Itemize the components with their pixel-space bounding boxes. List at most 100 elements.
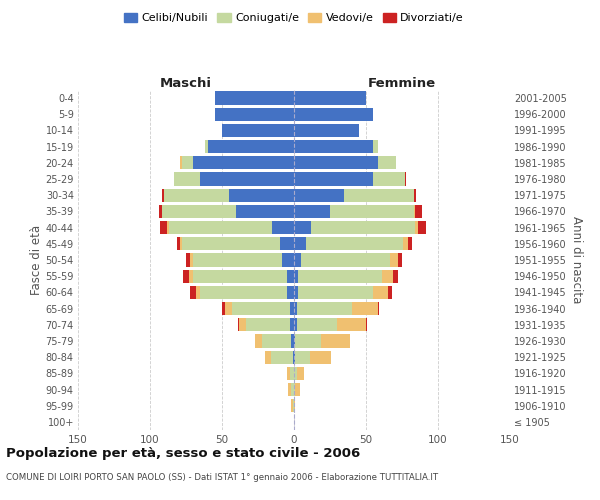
Bar [394,270,398,283]
Bar [200,172,294,186]
Bar [415,205,422,218]
Bar [413,205,415,218]
Text: Femmine: Femmine [368,77,436,90]
Bar [247,318,290,332]
Legend: Celibi/Nubili, Coniugati/e, Vedovi/e, Divorziati/e: Celibi/Nubili, Coniugati/e, Vedovi/e, Di… [119,8,469,28]
Bar [294,188,344,202]
Bar [182,237,280,250]
Bar [344,188,413,202]
Bar [283,254,294,266]
Bar [294,350,295,364]
Bar [377,156,396,170]
Bar [322,334,350,347]
Bar [271,350,293,364]
Bar [239,318,247,332]
Bar [294,286,298,299]
Bar [294,383,295,396]
Bar [196,286,200,299]
Bar [290,318,294,332]
Bar [294,334,295,347]
Bar [294,399,295,412]
Bar [291,383,294,396]
Bar [294,92,366,104]
Bar [189,270,193,283]
Bar [208,140,294,153]
Text: Maschi: Maschi [160,77,212,90]
Bar [287,270,294,283]
Bar [164,188,229,202]
Bar [297,302,352,315]
Bar [167,221,169,234]
Bar [352,302,377,315]
Bar [225,302,232,315]
Bar [190,254,193,266]
Bar [408,237,412,250]
Bar [161,205,236,218]
Bar [287,366,290,380]
Bar [180,156,182,170]
Bar [290,366,294,380]
Bar [169,221,272,234]
Bar [295,334,322,347]
Bar [388,286,392,299]
Bar [294,172,373,186]
Bar [293,350,294,364]
Bar [182,156,193,170]
Bar [298,270,382,283]
Bar [272,221,294,234]
Bar [373,172,405,186]
Bar [295,350,310,364]
Bar [175,172,200,186]
Bar [403,237,408,250]
Bar [215,92,294,104]
Bar [298,286,373,299]
Bar [297,366,304,380]
Bar [405,172,406,186]
Bar [294,366,297,380]
Bar [373,140,377,153]
Bar [280,237,294,250]
Bar [305,237,403,250]
Bar [190,286,196,299]
Bar [193,254,283,266]
Bar [413,188,416,202]
Bar [294,124,359,137]
Bar [415,221,418,234]
Bar [222,124,294,137]
Bar [200,286,287,299]
Bar [288,383,291,396]
Bar [160,221,167,234]
Bar [222,302,225,315]
Bar [232,302,290,315]
Text: COMUNE DI LOIRI PORTO SAN PAOLO (SS) - Dati ISTAT 1° gennaio 2006 - Elaborazione: COMUNE DI LOIRI PORTO SAN PAOLO (SS) - D… [6,472,438,482]
Bar [294,108,373,121]
Y-axis label: Anni di nascita: Anni di nascita [570,216,583,304]
Bar [287,286,294,299]
Bar [294,254,301,266]
Bar [391,254,398,266]
Bar [293,399,294,412]
Bar [294,270,298,283]
Text: Popolazione per età, sesso e stato civile - 2006: Popolazione per età, sesso e stato civil… [6,448,360,460]
Bar [238,318,239,332]
Bar [294,318,297,332]
Bar [262,334,291,347]
Bar [205,140,208,153]
Bar [295,383,300,396]
Bar [297,318,337,332]
Bar [291,399,293,412]
Bar [193,156,294,170]
Bar [294,205,330,218]
Bar [418,221,427,234]
Bar [158,205,161,218]
Bar [301,254,391,266]
Bar [183,270,189,283]
Bar [294,221,311,234]
Bar [366,318,367,332]
Bar [294,302,297,315]
Bar [236,205,294,218]
Y-axis label: Fasce di età: Fasce di età [29,225,43,295]
Bar [291,334,294,347]
Bar [377,302,379,315]
Bar [311,221,415,234]
